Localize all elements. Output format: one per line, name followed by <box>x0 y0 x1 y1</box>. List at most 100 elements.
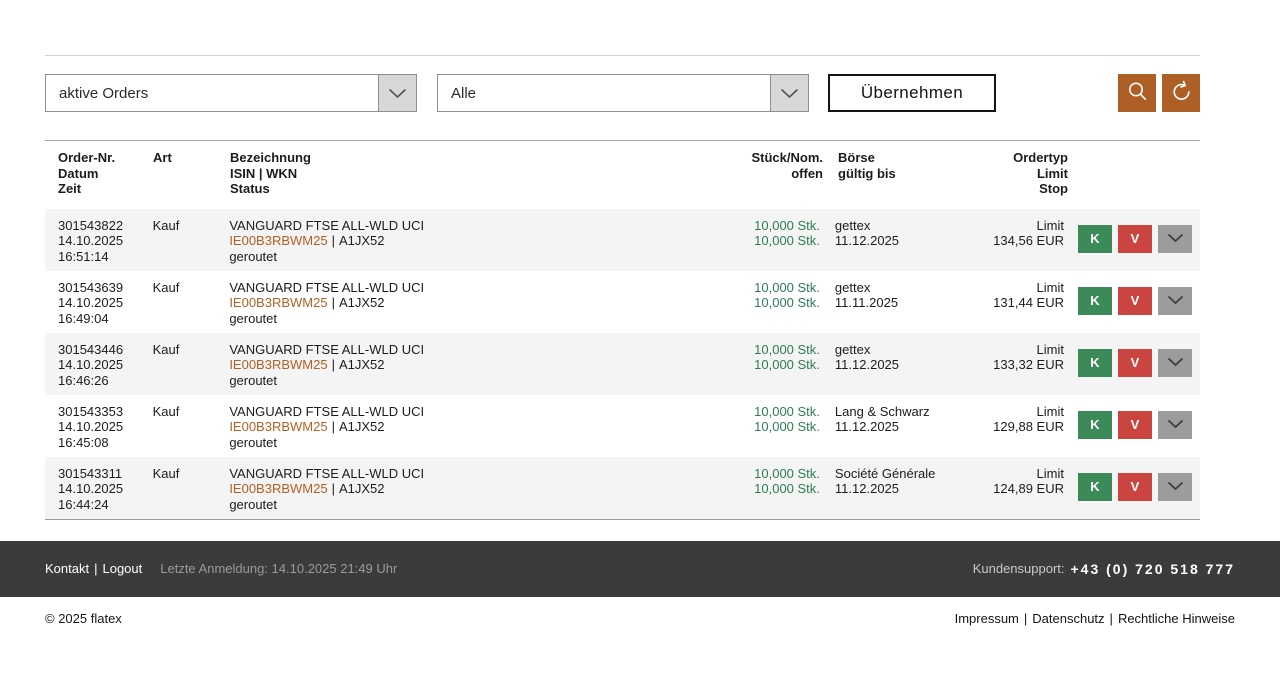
order-time: 16:49:04 <box>58 310 109 326</box>
sell-button[interactable]: V <box>1118 286 1152 315</box>
cell-order-nr-datum-zeit: 301543446 14.10.2025 16:46:26 <box>58 342 153 388</box>
quantity: 10,000 Stk. <box>754 217 820 233</box>
exchange: Lang & Schwarz <box>834 403 930 419</box>
cell-order-nr-datum-zeit: 301543353 14.10.2025 16:45:08 <box>58 403 153 450</box>
sell-button[interactable]: V <box>1118 472 1152 501</box>
legal-links: Impressum | Datenschutz | Rechtliche Hin… <box>955 611 1235 626</box>
cell-stueck-offen: 10,000 Stk. 10,000 Stk. <box>678 404 820 448</box>
header-art: Art <box>153 150 172 165</box>
cell-order-nr-datum-zeit: 301543639 14.10.2025 16:49:04 <box>58 280 153 326</box>
cell-art: Kauf <box>153 404 230 448</box>
order-number: 301543353 <box>58 403 124 419</box>
session-footer: Kontakt | Logout Letzte Anmeldung: 14.10… <box>0 540 1280 597</box>
order-time: 16:46:26 <box>58 372 109 388</box>
row-actions-dropdown-button[interactable] <box>1158 224 1192 253</box>
sell-button[interactable]: V <box>1118 224 1152 253</box>
cell-art: Kauf <box>153 466 230 510</box>
exchange: gettex <box>834 341 871 357</box>
wkn: A1JX52 <box>338 481 385 496</box>
impressum-link[interactable]: Impressum <box>954 611 1019 626</box>
order-status: geroutet <box>229 310 278 326</box>
instrument-name: VANGUARD FTSE ALL-WLD UCI <box>229 403 425 419</box>
header-bezeichnung-isin-status: Bezeichnung ISIN | WKN Status <box>230 150 311 196</box>
order-date: 14.10.2025 <box>58 233 124 248</box>
order-type: Limit <box>1036 403 1064 419</box>
footer-left: Kontakt | Logout Letzte Anmeldung: 14.10… <box>45 561 397 576</box>
buy-button[interactable]: K <box>1078 286 1112 315</box>
table-row: 301543311 14.10.2025 16:44:24 Kauf VANGU… <box>45 456 1200 519</box>
wkn: A1JX52 <box>338 357 385 372</box>
order-status-select-value: aktive Orders <box>59 84 149 102</box>
isin-wkn-separator: | <box>331 357 335 372</box>
limit-price: 133,32 EUR <box>993 357 1064 372</box>
orders-table-body: 301543822 14.10.2025 16:51:14 Kauf VANGU… <box>45 208 1200 519</box>
instrument-name: VANGUARD FTSE ALL-WLD UCI <box>229 279 425 295</box>
cell-boerse-gueltig: Lang & Schwarz 11.12.2025 <box>820 404 989 448</box>
buy-button[interactable]: K <box>1078 224 1112 253</box>
row-actions-dropdown-button[interactable] <box>1158 472 1192 501</box>
open-quantity: 10,000 Stk. <box>754 419 820 434</box>
cell-stueck-offen: 10,000 Stk. 10,000 Stk. <box>678 280 820 324</box>
order-side: Kauf <box>152 217 180 233</box>
order-side: Kauf <box>152 403 180 419</box>
refresh-button[interactable] <box>1162 74 1200 112</box>
apply-filter-button[interactable]: Übernehmen <box>828 74 996 112</box>
chevron-down-icon <box>1167 293 1184 308</box>
header-boerse-gueltig: Börse gültig bis <box>838 150 896 181</box>
cell-order-nr-datum-zeit: 301543822 14.10.2025 16:51:14 <box>58 218 153 264</box>
buy-button[interactable]: K <box>1078 472 1112 501</box>
kontakt-link[interactable]: Kontakt <box>45 561 90 576</box>
isin-link[interactable]: IE00B3RBWM25 <box>229 419 328 434</box>
chevron-down-icon <box>1167 231 1184 246</box>
chevron-down-icon[interactable] <box>770 75 808 111</box>
isin-link[interactable]: IE00B3RBWM25 <box>229 233 328 248</box>
exchange: gettex <box>834 217 871 233</box>
cell-actions: K V <box>1064 402 1192 448</box>
chevron-down-icon <box>1167 417 1184 432</box>
order-side: Kauf <box>152 279 180 295</box>
isin-link[interactable]: IE00B3RBWM25 <box>229 481 328 496</box>
rechtliche-hinweise-link[interactable]: Rechtliche Hinweise <box>1117 611 1235 626</box>
order-time: 16:51:14 <box>58 248 109 264</box>
sell-button[interactable]: V <box>1118 348 1152 377</box>
cell-boerse-gueltig: gettex 11.12.2025 <box>820 218 989 262</box>
copyright-text: © 2025 flatex <box>45 611 122 626</box>
filter-bar: aktive Orders Alle Übernehmen <box>45 74 1200 112</box>
isin-link[interactable]: IE00B3RBWM25 <box>229 295 328 310</box>
cell-stueck-offen: 10,000 Stk. 10,000 Stk. <box>678 466 820 510</box>
row-actions-dropdown-button[interactable] <box>1158 348 1192 377</box>
limit-price: 134,56 EUR <box>993 233 1064 248</box>
legal-bar: © 2025 flatex Impressum | Datenschutz | … <box>0 597 1280 641</box>
order-number: 301543311 <box>58 465 123 481</box>
logout-link[interactable]: Logout <box>102 561 143 576</box>
cell-bezeichnung: VANGUARD FTSE ALL-WLD UCI IE00B3RBWM25 | A… <box>229 403 677 450</box>
isin-link[interactable]: IE00B3RBWM25 <box>229 357 328 372</box>
cell-ordertyp-limit: Limit 131,44 EUR <box>989 280 1064 324</box>
valid-until: 11.12.2025 <box>834 233 900 248</box>
wkn: A1JX52 <box>338 419 385 434</box>
isin-wkn-separator: | <box>331 481 335 496</box>
table-row: 301543446 14.10.2025 16:46:26 Kauf VANGU… <box>45 332 1200 395</box>
chevron-down-icon[interactable] <box>378 75 416 111</box>
order-date: 14.10.2025 <box>58 295 124 310</box>
cell-order-nr-datum-zeit: 301543311 14.10.2025 16:44:24 <box>58 465 153 512</box>
limit-price: 129,88 EUR <box>993 419 1064 434</box>
buy-button[interactable]: K <box>1078 410 1112 439</box>
order-type-select[interactable]: Alle <box>437 74 809 112</box>
cell-actions: K V <box>1064 464 1192 510</box>
buy-button[interactable]: K <box>1078 348 1112 377</box>
header-actions <box>1068 148 1192 197</box>
legal-link-separator: | <box>1109 611 1113 626</box>
order-status-select[interactable]: aktive Orders <box>45 74 417 112</box>
sell-button[interactable]: V <box>1118 410 1152 439</box>
isin-wkn-separator: | <box>331 295 335 310</box>
cell-actions: K V <box>1064 216 1192 262</box>
cell-actions: K V <box>1064 278 1192 324</box>
wkn: A1JX52 <box>338 233 385 248</box>
row-actions-dropdown-button[interactable] <box>1158 410 1192 439</box>
row-actions-dropdown-button[interactable] <box>1158 286 1192 315</box>
wkn: A1JX52 <box>338 295 385 310</box>
search-button[interactable] <box>1118 74 1156 112</box>
datenschutz-link[interactable]: Datenschutz <box>1032 611 1105 626</box>
order-type: Limit <box>1036 341 1064 357</box>
